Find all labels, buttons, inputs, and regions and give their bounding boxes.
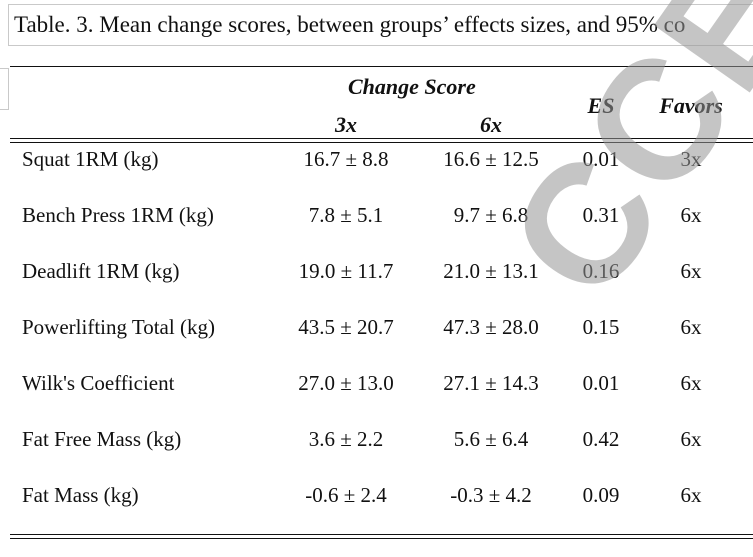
cell-favors: 6x xyxy=(680,259,702,283)
cell-favors: 6x xyxy=(680,203,702,227)
change-score-header: Change Score xyxy=(348,74,476,99)
cell-favors: 6x xyxy=(680,427,702,451)
col-6x-header: 6x xyxy=(480,112,502,137)
row-label: Deadlift 1RM (kg) xyxy=(22,259,180,283)
cell-3x: 43.5 ± 20.7 xyxy=(298,315,394,339)
header-rule-top xyxy=(10,138,753,139)
cell-6x: 5.6 ± 6.4 xyxy=(453,427,529,451)
cell-es: 0.09 xyxy=(582,483,620,507)
cell-6x: 21.0 ± 13.1 xyxy=(443,259,539,283)
cell-3x: -0.6 ± 2.4 xyxy=(305,483,387,507)
bottom-rule-top xyxy=(10,534,753,535)
cell-favors: 3x xyxy=(680,147,702,171)
cell-3x: 3.6 ± 2.2 xyxy=(308,427,384,451)
cell-es: 0.15 xyxy=(582,315,620,339)
top-rule xyxy=(10,66,753,67)
row-label: Wilk's Coefficient xyxy=(22,371,175,395)
cell-es: 0.01 xyxy=(582,371,620,395)
cell-6x: -0.3 ± 4.2 xyxy=(450,483,532,507)
cell-6x: 16.6 ± 12.5 xyxy=(443,147,539,171)
cell-es: 0.31 xyxy=(582,203,620,227)
cell-3x: 19.0 ± 11.7 xyxy=(298,259,394,283)
cell-3x: 7.8 ± 5.1 xyxy=(308,203,384,227)
favors-header: Favors xyxy=(659,93,723,118)
cell-3x: 16.7 ± 8.8 xyxy=(303,147,389,171)
cell-favors: 6x xyxy=(680,371,702,395)
bottom-rule-bottom xyxy=(10,538,753,539)
left-frame-edge xyxy=(0,68,9,110)
row-label: Squat 1RM (kg) xyxy=(22,147,159,171)
cell-es: 0.42 xyxy=(582,427,620,451)
table-caption: Table. 3. Mean change scores, between gr… xyxy=(8,4,753,46)
header-rule-bottom xyxy=(10,142,753,143)
col-3x-header: 3x xyxy=(335,112,357,137)
row-label: Fat Mass (kg) xyxy=(22,483,139,507)
row-label: Bench Press 1RM (kg) xyxy=(22,203,214,227)
cell-3x: 27.0 ± 13.0 xyxy=(298,371,394,395)
cell-6x: 47.3 ± 28.0 xyxy=(443,315,539,339)
row-label: Fat Free Mass (kg) xyxy=(22,427,182,451)
cell-6x: 9.7 ± 6.8 xyxy=(453,203,529,227)
cell-6x: 27.1 ± 14.3 xyxy=(443,371,539,395)
cell-es: 0.16 xyxy=(582,259,620,283)
cell-favors: 6x xyxy=(680,315,702,339)
cell-favors: 6x xyxy=(680,483,702,507)
es-header: ES xyxy=(587,93,615,118)
row-label: Powerlifting Total (kg) xyxy=(22,315,215,339)
cell-es: 0.01 xyxy=(582,147,620,171)
